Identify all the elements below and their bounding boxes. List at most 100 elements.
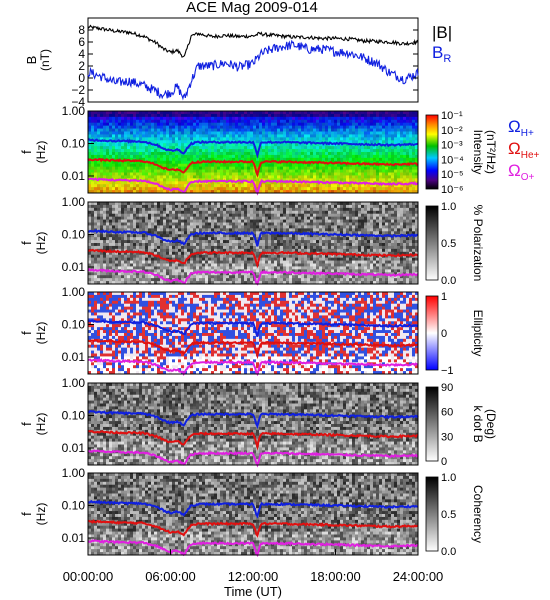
- spectrogram-cell: [349, 152, 353, 156]
- spectrogram-cell: [103, 216, 107, 220]
- spectrogram-cell: [280, 260, 284, 264]
- spectrogram-cell: [193, 248, 197, 253]
- spectrogram-cell: [232, 263, 236, 267]
- spectrogram-cell: [103, 175, 107, 179]
- spectrogram-cell: [325, 125, 329, 129]
- spectrogram-cell: [226, 131, 230, 135]
- spectrogram-cell: [352, 169, 356, 173]
- spectrogram-cell: [364, 178, 368, 182]
- spectrogram-cell: [382, 116, 386, 121]
- spectrogram-cell: [325, 166, 329, 170]
- spectrogram-cell: [106, 210, 110, 215]
- spectrogram-cell: [112, 213, 116, 218]
- spectrogram-cell: [262, 157, 266, 162]
- spectrogram-cell: [406, 134, 410, 138]
- spectrogram-cell: [391, 172, 395, 176]
- spectrogram-cell: [121, 143, 125, 147]
- spectrogram-cell: [388, 113, 392, 118]
- spectrogram-cell: [94, 128, 98, 132]
- spectrogram-cell: [202, 257, 206, 261]
- spectrogram-cell: [145, 202, 149, 206]
- spectrogram-cell: [283, 143, 287, 147]
- spectrogram-cell: [91, 172, 95, 176]
- spectrogram-cell: [112, 234, 116, 238]
- spectrogram-cell: [205, 240, 209, 244]
- spectrogram-cell: [289, 146, 293, 150]
- spectrogram-cell: [88, 128, 92, 132]
- spectrogram-cell: [205, 149, 209, 153]
- spectrogram-cell: [388, 184, 392, 188]
- spectrogram-cell: [259, 202, 263, 206]
- spectrogram-cell: [142, 134, 146, 138]
- spectrogram-cell: [247, 257, 251, 261]
- spectrogram-cell: [97, 225, 101, 229]
- spectrogram-cell: [124, 152, 128, 156]
- spectrogram-cell: [94, 202, 98, 206]
- spectrogram-cell: [247, 187, 251, 191]
- spectrogram-cell: [208, 202, 212, 206]
- spectrogram-cell: [187, 240, 191, 244]
- spectrogram-cell: [130, 272, 134, 276]
- spectrogram-cell: [136, 172, 140, 176]
- spectrogram-cell: [196, 210, 200, 215]
- spectrogram-cell: [277, 119, 281, 124]
- spectrogram-cell: [277, 169, 281, 173]
- spectrogram-cell: [151, 260, 155, 264]
- spectrogram-cell: [376, 116, 380, 121]
- spectrogram-cell: [172, 216, 176, 220]
- spectrogram-cell: [295, 175, 299, 179]
- spectrogram-cell: [310, 113, 314, 118]
- spectrogram-cell: [274, 222, 278, 226]
- spectrogram-cell: [280, 137, 284, 141]
- spectrogram-cell: [253, 216, 257, 220]
- spectrogram-cell: [397, 166, 401, 170]
- spectrogram-cell: [142, 157, 146, 162]
- spectrogram-cell: [394, 128, 398, 132]
- spectrogram-cell: [214, 187, 218, 191]
- spectrogram-cell: [154, 187, 158, 191]
- legend-b-r-letter: B: [432, 43, 443, 62]
- spectrogram-cell: [145, 149, 149, 153]
- spectrogram-cell: [271, 131, 275, 135]
- spectrogram-cell: [403, 181, 407, 185]
- spectrogram-cell: [310, 119, 314, 124]
- spectrogram-cell: [262, 149, 266, 153]
- spectrogram-cell: [352, 134, 356, 138]
- spectrogram-cell: [139, 149, 143, 153]
- spectrogram-cell: [346, 178, 350, 182]
- b-tick-label: −4: [71, 95, 85, 109]
- spectrogram-cell: [229, 243, 233, 247]
- spectrogram-cell: [217, 184, 221, 188]
- spectrogram-cell: [316, 128, 320, 132]
- spectrogram-cell: [97, 222, 101, 226]
- spectrogram-cell: [274, 175, 278, 179]
- spectrogram-cell: [340, 157, 344, 162]
- spectrogram-cell: [415, 178, 419, 182]
- spectrogram-cell: [229, 137, 233, 141]
- spectrogram-cell: [148, 254, 152, 259]
- spectrogram-cell: [115, 169, 119, 173]
- spectrogram-cell: [241, 187, 245, 191]
- spectrogram-cell: [355, 187, 359, 191]
- spectrogram-cell: [118, 251, 122, 256]
- spectrogram-cell: [265, 245, 269, 250]
- spectrogram-cell: [121, 149, 125, 153]
- spectrogram-cell: [127, 216, 131, 220]
- spectrogram-cell: [334, 146, 338, 150]
- spectrogram-cell: [325, 131, 329, 135]
- spectrogram-cell: [277, 152, 281, 156]
- spectrogram-cell: [268, 281, 272, 285]
- spectrogram-cell: [145, 137, 149, 141]
- spectrogram-cell: [106, 190, 110, 194]
- spectrogram-cell: [274, 119, 278, 124]
- spectrogram-cell: [166, 243, 170, 247]
- spectrogram-cell: [148, 269, 152, 273]
- spectrogram-cell: [115, 248, 119, 253]
- spectrogram-cell: [394, 149, 398, 153]
- spectrogram-cell: [223, 152, 227, 156]
- spectrogram-cell: [301, 178, 305, 182]
- spectrogram-cell: [199, 143, 203, 147]
- spectrogram-cell: [118, 143, 122, 147]
- spectrogram-cell: [196, 175, 200, 179]
- spectrogram-cell: [139, 152, 143, 156]
